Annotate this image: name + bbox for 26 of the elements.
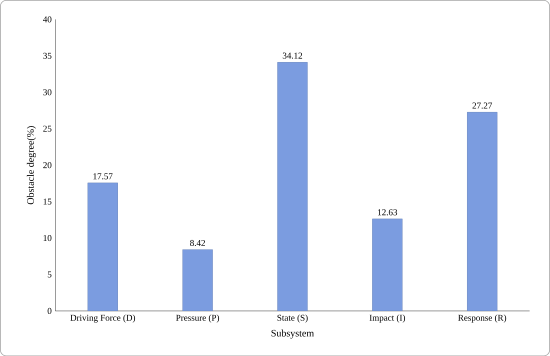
y-tick-label: 40	[42, 16, 52, 22]
bar	[277, 62, 308, 311]
data-label: 27.27	[472, 102, 492, 108]
bar	[372, 218, 403, 311]
x-tick-label: Impact (I)	[370, 314, 406, 322]
y-tick-label: 10	[44, 234, 52, 241]
y-tick-label: 0	[48, 308, 52, 314]
x-axis-title: Subsystem	[272, 329, 314, 338]
x-tick-label: State (S)	[277, 314, 308, 322]
data-label: 34.12	[282, 52, 302, 59]
bar	[467, 112, 498, 311]
data-label: 12.63	[378, 209, 398, 216]
data-label: 8.42	[190, 240, 205, 246]
y-tick-label: 15	[44, 198, 52, 204]
y-tick-label: 35	[43, 52, 52, 59]
y-tick-label: 5	[48, 271, 52, 278]
y-axis-title: Obstacle degree(%)	[26, 126, 36, 204]
y-tick-label: 20	[43, 162, 52, 168]
data-label: 17.57	[93, 173, 113, 180]
x-tick-label: Pressure (P)	[176, 314, 220, 322]
y-tick-label: 25	[43, 126, 52, 132]
bar	[182, 249, 213, 311]
x-tick-label: Response (R)	[458, 314, 506, 322]
y-tick-label: 30	[43, 89, 52, 96]
bar	[88, 182, 118, 311]
x-tick-label: Driving Force (D)	[70, 314, 136, 323]
